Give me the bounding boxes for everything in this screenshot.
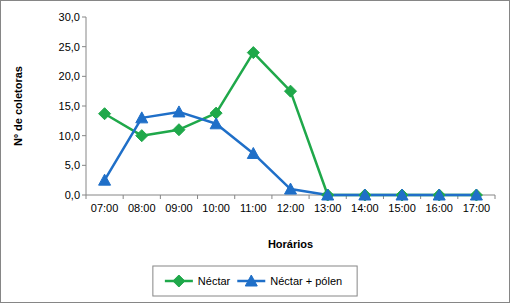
series-marker (285, 183, 297, 194)
y-tick (82, 165, 86, 166)
y-tick (82, 46, 86, 47)
x-tick (123, 195, 124, 199)
x-tick-label: 16:00 (425, 202, 453, 214)
x-tick-label: 10:00 (202, 202, 230, 214)
y-tick-label: 5,0 (65, 159, 80, 171)
y-tick (82, 76, 86, 77)
x-tick (197, 195, 198, 199)
series-marker (247, 47, 259, 59)
x-tick-label: 12:00 (277, 202, 305, 214)
chart-svg: 0,0 5,0 10,0 15,0 20,0 25,0 30,0 07:00 08:00 09:0… (0, 0, 510, 303)
series-line (105, 53, 477, 195)
series-marker (359, 189, 371, 200)
chart-container: 0,0 5,0 10,0 15,0 20,0 25,0 30,0 07:00 08:00 09:0… (0, 0, 510, 303)
series-marker (433, 189, 445, 200)
legend-marker (245, 275, 257, 286)
y-axis-title: Nº de coletoras (12, 66, 24, 146)
x-tick (309, 195, 310, 199)
x-tick-label: 17:00 (463, 202, 491, 214)
y-tick-label: 25,0 (59, 41, 80, 53)
x-tick-label: 07:00 (91, 202, 119, 214)
legend-label: Néctar + pólen (270, 275, 342, 287)
y-tick-label: 15,0 (59, 100, 80, 112)
series-marker (322, 189, 334, 201)
series-marker (99, 174, 111, 185)
y-tick (82, 106, 86, 107)
chart-border (1, 1, 510, 303)
legend-marker (173, 275, 185, 287)
series-line (105, 112, 477, 195)
series-marker (210, 118, 222, 129)
x-tick (86, 195, 87, 199)
series-marker (396, 189, 408, 200)
x-tick-label: 09:00 (165, 202, 193, 214)
series-marker (322, 189, 334, 200)
x-tick-label: 11:00 (240, 202, 267, 214)
series-marker (99, 108, 111, 120)
x-tick (495, 195, 496, 199)
legend-box (153, 266, 357, 296)
x-tick-label: 08:00 (128, 202, 156, 214)
series-marker (470, 189, 482, 200)
y-tick-label: 30,0 (59, 11, 80, 23)
y-tick-label: 10,0 (59, 130, 80, 142)
legend-label: Néctar (198, 275, 231, 287)
legend: Néctar Néctar + pólen (153, 266, 357, 296)
y-tick (82, 17, 86, 18)
y-tick-label: 20,0 (59, 70, 80, 82)
series-marker (433, 189, 445, 201)
y-tick (82, 195, 86, 196)
y-tick-label: 0,0 (65, 189, 80, 201)
x-tick-label: 15:00 (388, 202, 416, 214)
series-marker (173, 124, 185, 136)
series-marker (285, 85, 297, 97)
x-tick-label: 13:00 (314, 202, 342, 214)
series-marker (396, 189, 408, 201)
series-marker (136, 130, 148, 142)
x-tick (160, 195, 161, 199)
x-tick (271, 195, 272, 199)
y-tick (82, 135, 86, 136)
series-marker (173, 106, 185, 117)
x-tick-label: 14:00 (351, 202, 379, 214)
series-marker (136, 112, 148, 123)
series-marker (359, 189, 371, 201)
x-axis-title: Horários (268, 238, 313, 250)
plot-series (99, 47, 483, 201)
x-tick (234, 195, 235, 199)
series-marker (470, 189, 482, 201)
series-marker (247, 147, 259, 158)
